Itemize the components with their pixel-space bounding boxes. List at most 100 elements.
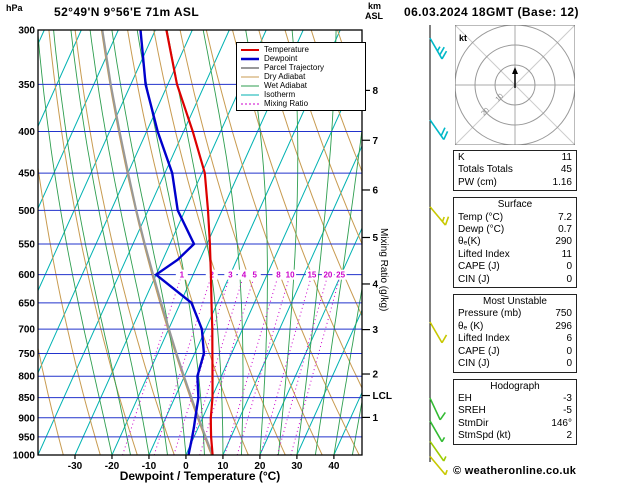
row-label: Lifted Index <box>458 248 510 260</box>
row-label: StmSpd (kt) <box>458 430 511 442</box>
row-value: 0 <box>566 273 572 285</box>
legend-label: Mixing Ratio <box>264 99 309 108</box>
mixing-ratio-label-bg <box>334 269 347 280</box>
mixing-ratio-value-label: 8 <box>276 271 281 280</box>
row-value: 6 <box>566 333 572 345</box>
mixing-ratio-value-label: 3 <box>228 271 233 280</box>
panel-table-surface: Surface Temp (°C) 7.2 Dewp (°C) 0.7 θₑ(K) 290 L… <box>453 197 577 289</box>
panel-table-indices: K 11 Totals Totals 45 PW (cm) 1.16 <box>453 150 577 192</box>
legend-item: Mixing Ratio <box>240 99 362 108</box>
mixing-ratio-line <box>276 274 329 455</box>
panel-table-hodograph-info: Hodograph EH -3 SREH -5 StmDir 146° StmSpd (kt)… <box>453 378 577 445</box>
pressure-tick-label: 950 <box>18 432 35 443</box>
row-value: -5 <box>563 405 572 417</box>
wet-adiabat-line <box>38 30 113 455</box>
table-row: Dewp (°C) 0.7 <box>454 224 576 236</box>
dry-adiabat-line <box>38 345 64 455</box>
lcl-label: LCL <box>373 391 392 402</box>
table-row: Temp (°C) 7.2 <box>454 212 576 224</box>
table-row: CIN (J) 0 <box>454 358 576 370</box>
row-label: PW (cm) <box>458 176 497 188</box>
mixing-ratio-value-label: 5 <box>253 271 258 280</box>
pressure-tick-label: 750 <box>18 349 35 360</box>
row-label: Temp (°C) <box>458 211 504 223</box>
wind-barb <box>429 420 446 443</box>
row-value: 750 <box>555 308 572 320</box>
temperature-tick-label: 0 <box>183 461 189 472</box>
mixing-ratio-value-label: 20 <box>323 271 332 280</box>
pressure-tick-label: 800 <box>18 372 35 383</box>
legend-item: Dewpoint <box>240 54 362 63</box>
table-title: Hodograph <box>490 380 540 392</box>
legend-item: Wet Adiabat <box>240 81 362 90</box>
pressure-tick-label: 850 <box>18 393 35 404</box>
row-label: StmDir <box>458 417 489 429</box>
isotherm-line <box>296 309 362 455</box>
table-row: EH -3 <box>454 393 576 405</box>
row-label: θₑ (K) <box>458 320 484 332</box>
table-row: Lifted Index 6 <box>454 333 576 345</box>
row-label: SREH <box>458 405 486 417</box>
table-row: Lifted Index 11 <box>454 249 576 261</box>
dry-adiabat-line <box>310 30 362 173</box>
row-value: 290 <box>555 236 572 248</box>
station-title: 52°49'N 9°56'E 71m ASL <box>54 5 200 19</box>
km-tick-label: 3 <box>373 325 379 336</box>
km-tick-label: 7 <box>373 136 379 147</box>
table-title: Most Unstable <box>483 296 547 308</box>
legend-label: Dewpoint <box>264 54 298 63</box>
row-label: CIN (J) <box>458 273 490 285</box>
row-value: 7.2 <box>558 211 572 223</box>
km-tick-label: 2 <box>373 370 379 381</box>
temperature-axis-label: Dewpoint / Temperature (°C) <box>119 469 281 483</box>
row-label: CIN (J) <box>458 358 490 370</box>
row-label: CAPE (J) <box>458 261 500 273</box>
temperature-tick-label: -10 <box>142 461 157 472</box>
legend-item: Isotherm <box>240 90 362 99</box>
wind-barb <box>429 321 448 344</box>
mixing-ratio-label-bg <box>175 269 188 280</box>
datetime-header: 06.03.2024 18GMT (Base: 12) <box>404 5 579 19</box>
isotherm-line <box>0 30 7 455</box>
row-label: Dewp (°C) <box>458 224 505 236</box>
legend-label: Temperature <box>264 45 309 54</box>
legend: Temperature Dewpoint Parcel Trajectory Dry … <box>236 42 366 111</box>
row-value: 11 <box>561 248 572 260</box>
mixing-ratio-label-bg <box>224 269 237 280</box>
row-value: 0 <box>566 261 572 273</box>
dry-adiabat-line <box>48 30 138 455</box>
mixing-ratio-line <box>259 274 313 455</box>
pressure-tick-label: 1000 <box>13 451 36 462</box>
mixing-ratio-value-label: 1 <box>180 271 185 280</box>
hodograph-ring <box>474 44 556 126</box>
mixing-ratio-label-bg <box>284 269 297 280</box>
mixing-ratio-label-bg <box>305 269 318 280</box>
isotherm-line <box>38 30 82 128</box>
pressure-tick-label: 300 <box>18 26 35 37</box>
table-row: θₑ(K) 290 <box>454 236 576 248</box>
row-value: 146° <box>551 417 572 429</box>
table-title: Surface <box>497 199 533 211</box>
hodograph-ring <box>494 64 536 106</box>
km-tick-label: 1 <box>373 413 379 424</box>
dewpoint-line <box>139 30 206 455</box>
row-value: 0 <box>566 345 572 357</box>
table-row: Pressure (mb) 750 <box>454 308 576 320</box>
row-value: 1.16 <box>552 176 572 188</box>
asl-axis-label: ASL <box>365 11 383 21</box>
hodograph-ring-label: 20 <box>480 107 491 118</box>
mixing-ratio-line <box>290 274 342 455</box>
temperature-tick-label: -30 <box>68 461 83 472</box>
mixing-ratio-line <box>224 274 279 455</box>
temperature-tick-label: -20 <box>105 461 120 472</box>
row-label: Lifted Index <box>458 333 510 345</box>
km-tick-label: 8 <box>373 86 379 97</box>
temperature-tick-label: 40 <box>328 461 340 472</box>
copyright: © weatheronline.co.uk <box>453 465 577 477</box>
mixing-ratio-line <box>199 274 256 455</box>
row-value: -3 <box>563 392 572 404</box>
pressure-tick-label: 500 <box>18 206 35 217</box>
stats-panel: K 11 Totals Totals 45 PW (cm) 1.16 Surface Temp… <box>453 150 577 451</box>
